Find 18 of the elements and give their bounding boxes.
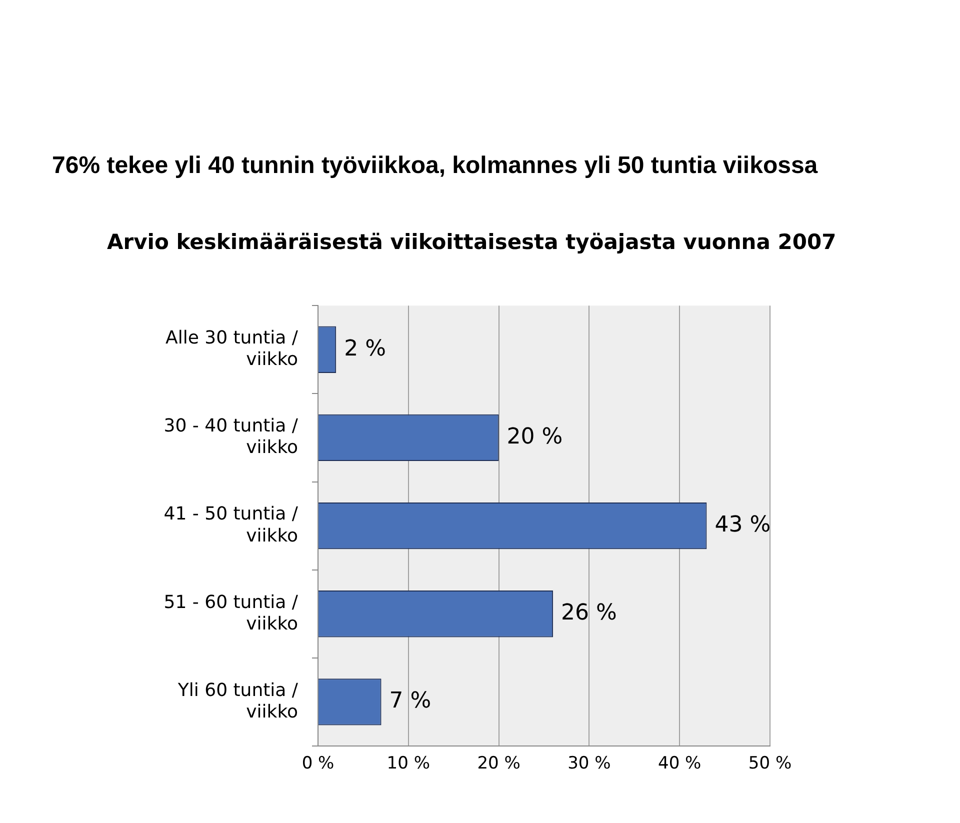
x-tick-label: 40 % [658,754,702,774]
y-tick-label: 30 - 40 tuntia / viikko [164,416,299,458]
y-tick-label: Yli 60 tuntia / viikko [176,680,299,722]
chart-subtitle: Arvio keskimääräisestä viikoittaisesta työajasta vuonna 2007 [107,230,836,254]
data-label: 20 % [506,424,563,450]
x-tick-label: 50 % [748,754,792,774]
data-label: 7 % [389,688,432,714]
y-tick-label: 51 - 60 tuntia / viikko [164,592,299,634]
x-tick-label: 10 % [386,754,430,774]
data-label: 43 % [714,512,771,538]
x-tick-label: 30 % [568,754,611,774]
y-tick-label: Alle 30 tuntia / viikko [166,328,299,370]
x-tick-label: 0 % [302,754,334,774]
y-tick-label: 41 - 50 tuntia / viikko [164,504,299,546]
data-label: 2 % [344,336,386,362]
x-tick-label: 20 % [477,754,520,774]
chart-title: 76% tekee yli 40 tunnin työviikkoa, kolmannes yli 50 tuntia viikossa [52,152,818,180]
data-label: 26 % [561,600,617,626]
